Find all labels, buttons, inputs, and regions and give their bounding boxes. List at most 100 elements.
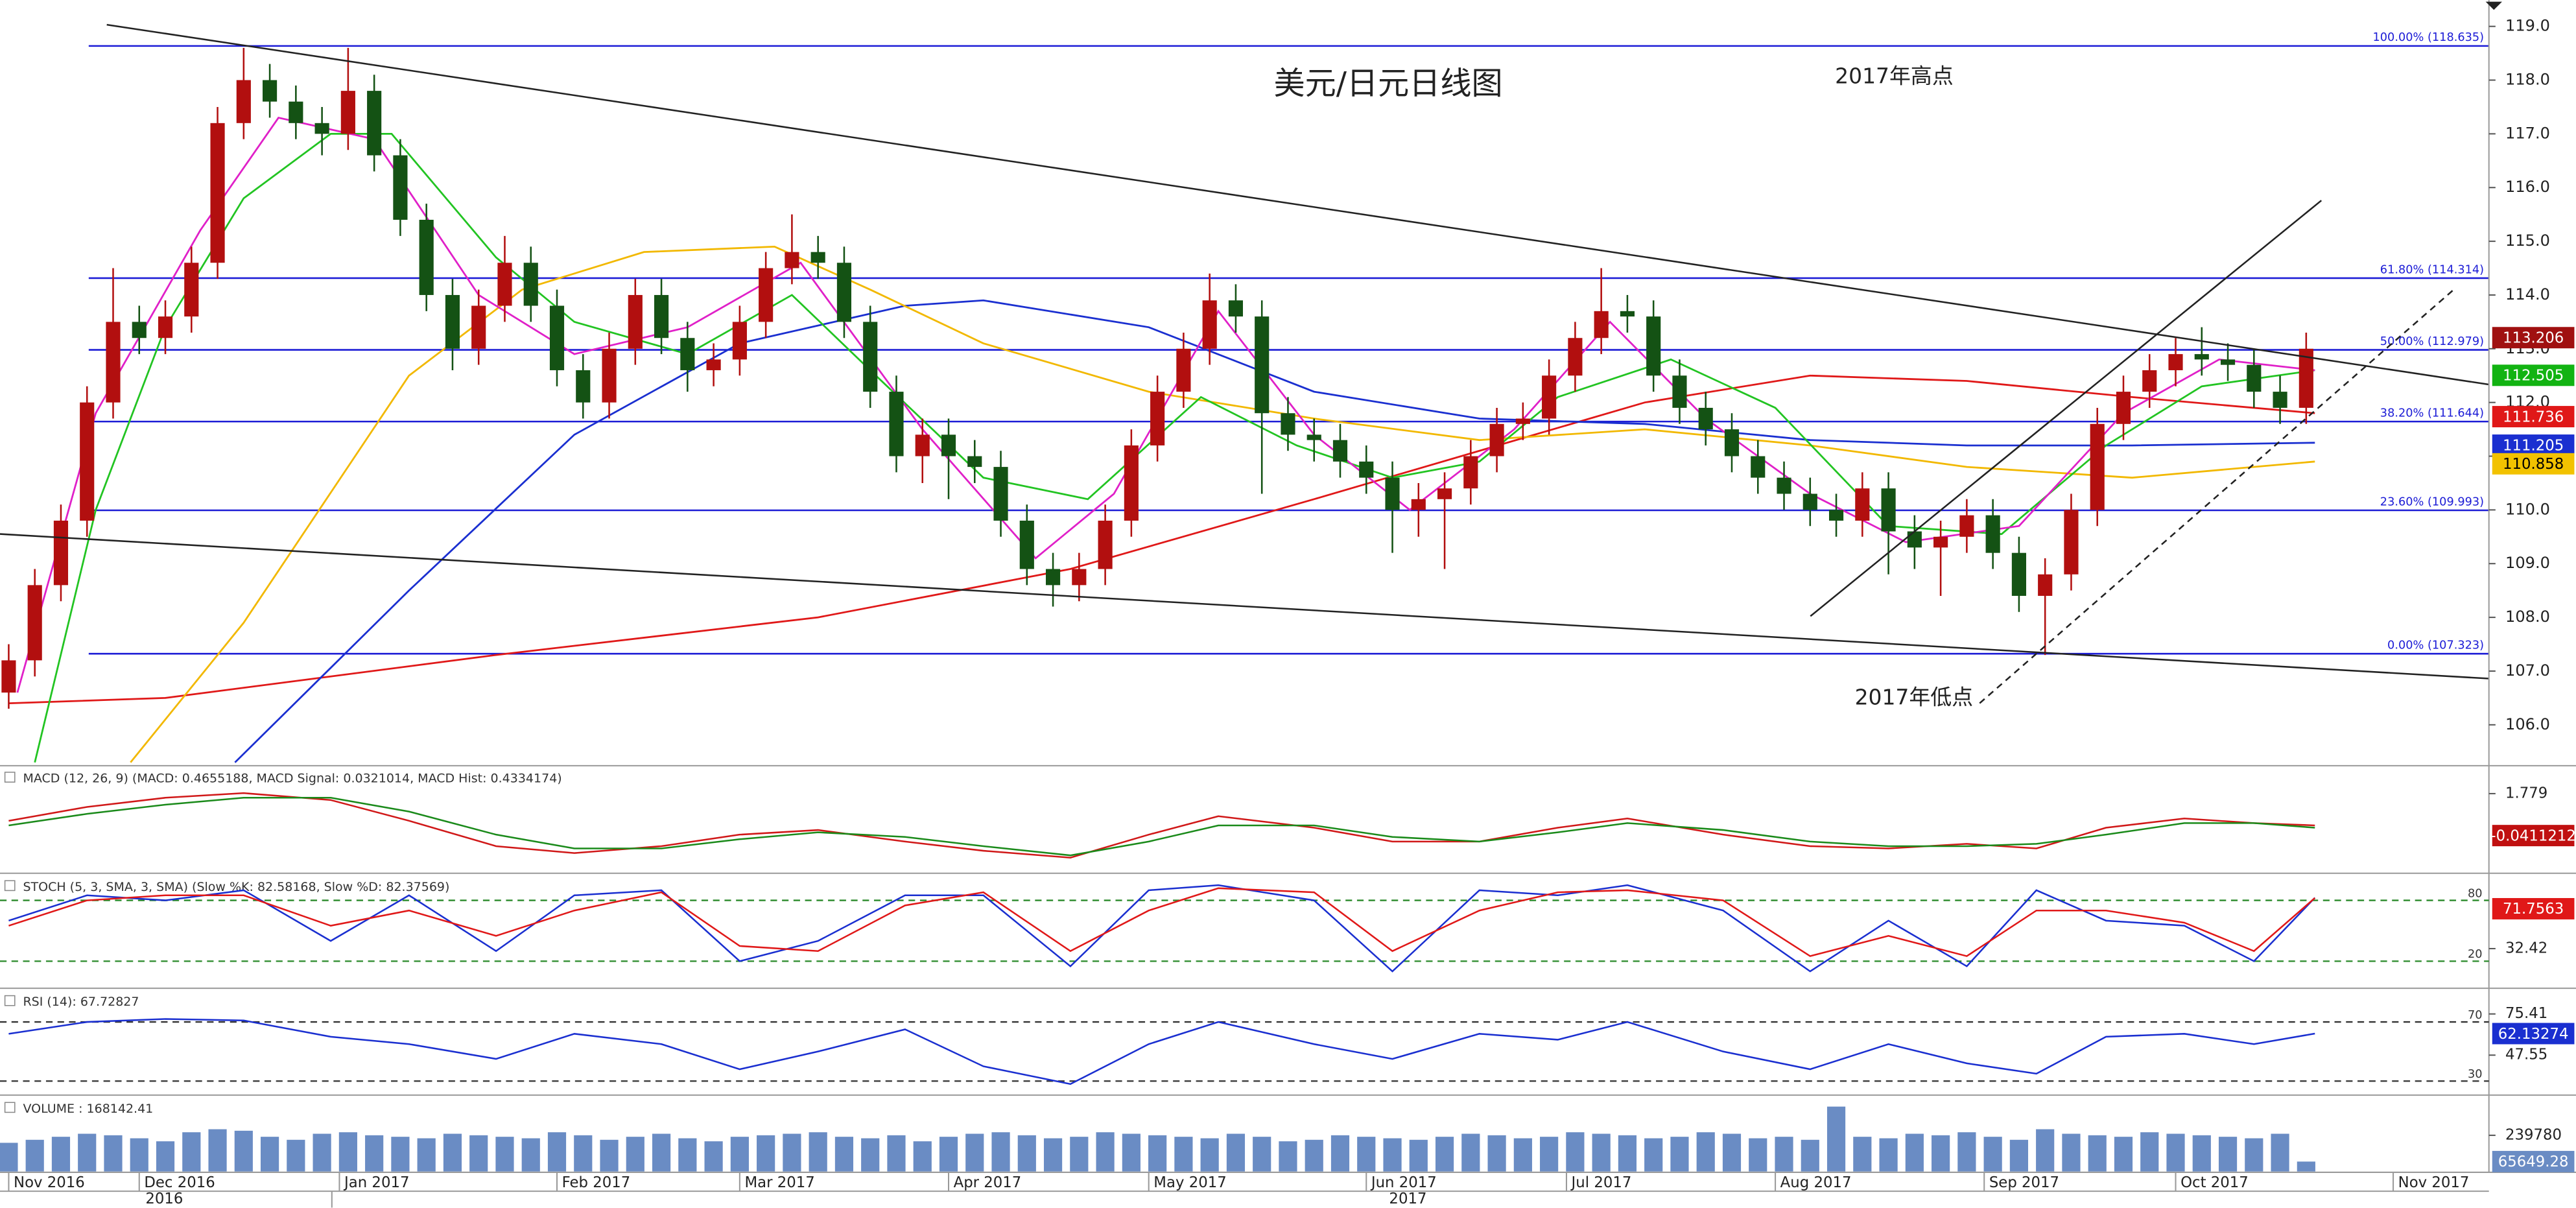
candle-body <box>706 359 721 370</box>
x-tick-label: Jun 2017 <box>1370 1174 1437 1191</box>
volume-bar <box>234 1130 253 1172</box>
volume-bar <box>1879 1138 1898 1172</box>
candle-body <box>1150 392 1165 445</box>
volume-bar <box>521 1138 540 1172</box>
volume-bar <box>2297 1161 2315 1172</box>
candle-body <box>1281 413 1295 435</box>
candle-body <box>210 123 225 263</box>
volume-bar <box>1383 1138 1402 1172</box>
candle-body <box>967 456 982 468</box>
volume-bar <box>757 1135 775 1172</box>
candle-body <box>1646 316 1661 376</box>
candle-body <box>889 392 904 456</box>
candle-body <box>915 434 930 456</box>
volume-bar <box>1566 1132 1585 1172</box>
volume-bar <box>783 1133 801 1172</box>
volume-bar <box>495 1137 514 1172</box>
candle-body <box>680 338 695 370</box>
fib-label: 100.00% (118.635) <box>2373 31 2485 44</box>
volume-bar <box>1670 1137 1689 1172</box>
candle-body <box>419 219 434 295</box>
candle-body <box>576 370 591 403</box>
candle-body <box>759 268 774 322</box>
candle-body <box>1359 461 1374 478</box>
volume-bar <box>391 1137 410 1172</box>
price-tag-label: 62.13274 <box>2498 1026 2569 1043</box>
volume-bar <box>991 1132 1010 1172</box>
volume-bar <box>338 1132 357 1172</box>
candle-body <box>1594 311 1609 338</box>
candle-body <box>1672 375 1687 408</box>
y-tick-label: 47.55 <box>2505 1047 2547 1063</box>
candle-body <box>106 322 121 403</box>
chart-title: 美元/日元日线图 <box>1274 65 1503 102</box>
volume-bar <box>1540 1137 1559 1172</box>
volume-bar <box>1905 1133 1924 1172</box>
price-tag <box>2492 1023 2575 1045</box>
price-tag-label: 111.736 <box>2503 409 2564 425</box>
candle-body <box>497 263 512 306</box>
candle-body <box>1306 434 1321 440</box>
volume-bar <box>809 1132 827 1172</box>
candle-body <box>785 252 799 268</box>
panel-legend: RSI (14): 67.72827 <box>23 995 139 1009</box>
moving-average <box>234 299 2315 763</box>
volume-bar <box>1305 1139 1323 1172</box>
candle-body <box>1437 488 1452 499</box>
candle-body <box>53 520 69 586</box>
candle-body <box>236 80 251 123</box>
candle-body <box>1698 407 1713 430</box>
ma-layer <box>8 116 2315 763</box>
candle-body <box>1255 316 1270 414</box>
candle-body <box>367 91 382 156</box>
volume-bar <box>1226 1133 1246 1172</box>
candle-body <box>1933 536 1948 548</box>
candle-body <box>263 80 278 102</box>
volume-bar <box>1070 1137 1089 1172</box>
volume-bar <box>130 1138 148 1172</box>
volume-bar <box>365 1135 384 1172</box>
candle-body <box>1515 418 1530 424</box>
volume-bar <box>652 1133 671 1172</box>
candle-body <box>132 322 147 338</box>
volume-bar <box>2245 1138 2263 1172</box>
volume-bar <box>678 1138 697 1172</box>
x-tick-label: Jul 2017 <box>1570 1174 1632 1191</box>
candle-body <box>523 263 538 306</box>
candle-body <box>628 294 643 349</box>
candle-body <box>80 402 95 521</box>
candle-body <box>1202 300 1217 349</box>
price-tag <box>2492 897 2575 919</box>
candle-body <box>1332 440 1348 462</box>
volume-bar <box>104 1135 123 1172</box>
fib-label: 50.00% (112.979) <box>2380 335 2484 348</box>
candle-body <box>2090 423 2105 510</box>
price-tag-label: 71.7563 <box>2503 901 2564 918</box>
volume-bar <box>1722 1133 1742 1172</box>
legend-icon <box>4 995 16 1006</box>
candle-body <box>654 294 669 338</box>
x-tick-label: Mar 2017 <box>744 1174 814 1191</box>
candles-layer <box>1 47 2313 709</box>
volume-bar <box>1592 1133 1611 1172</box>
volume-bar <box>287 1139 305 1172</box>
volume-bar <box>861 1138 880 1172</box>
candle-body <box>2116 392 2131 424</box>
y-tick-label: 107.0 <box>2505 661 2550 680</box>
level-label: 30 <box>2468 1068 2483 1081</box>
volume-bar <box>887 1135 906 1172</box>
candle-body <box>1 660 16 693</box>
volume-bar <box>939 1137 958 1172</box>
candle-body <box>1777 477 1791 494</box>
indicator-line <box>8 797 2315 857</box>
volume-bar <box>1801 1139 1819 1172</box>
price-tag <box>2492 825 2575 847</box>
price-tag <box>2492 327 2575 349</box>
legend-icon <box>4 1102 16 1113</box>
trend-line <box>1979 287 2457 704</box>
volume-bar <box>1461 1133 1480 1172</box>
x-tick-label: May 2017 <box>1153 1174 1226 1191</box>
panel-legend: MACD (12, 26, 9) (MACD: 0.4655188, MACD … <box>23 772 561 786</box>
